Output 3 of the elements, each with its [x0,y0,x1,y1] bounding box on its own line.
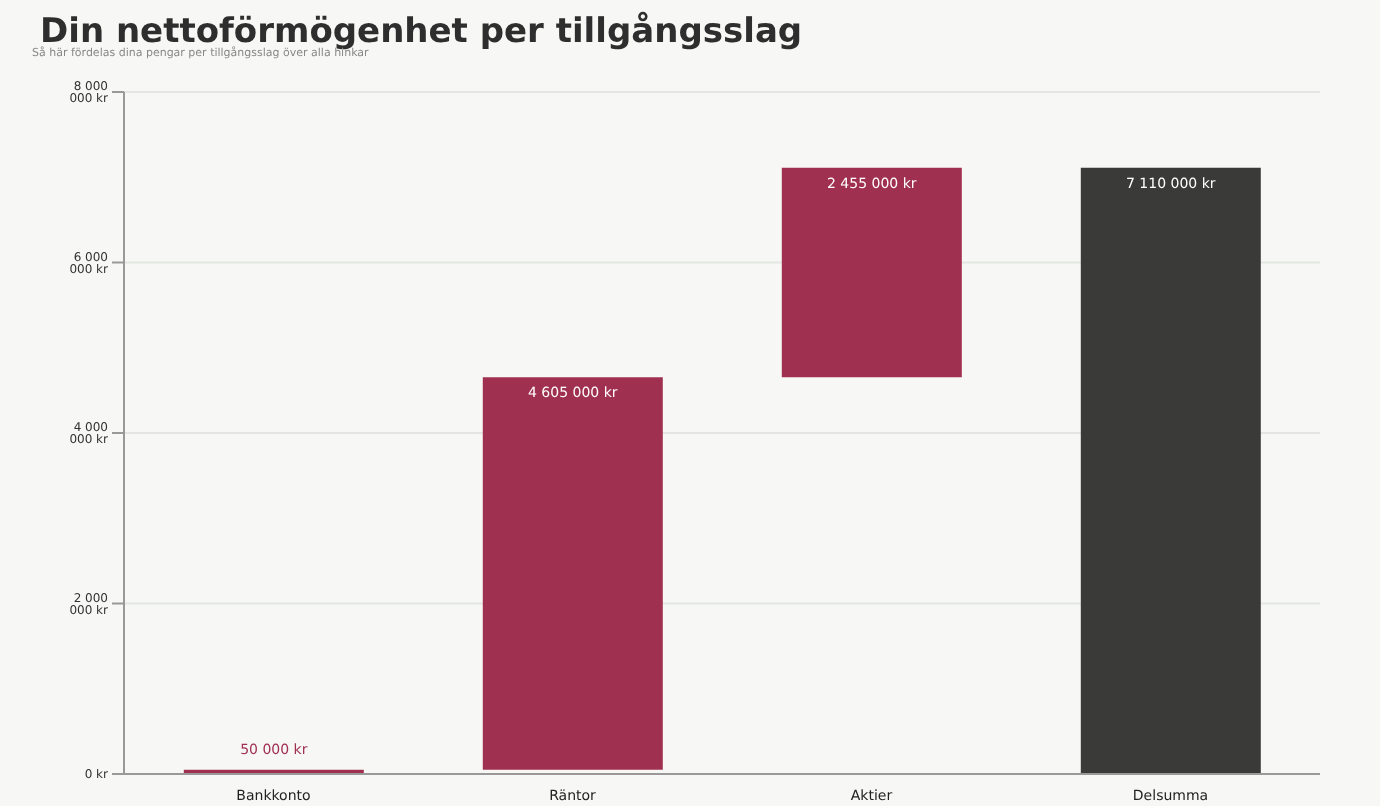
bar [1080,167,1261,774]
bar [482,377,663,770]
bar [781,167,962,378]
